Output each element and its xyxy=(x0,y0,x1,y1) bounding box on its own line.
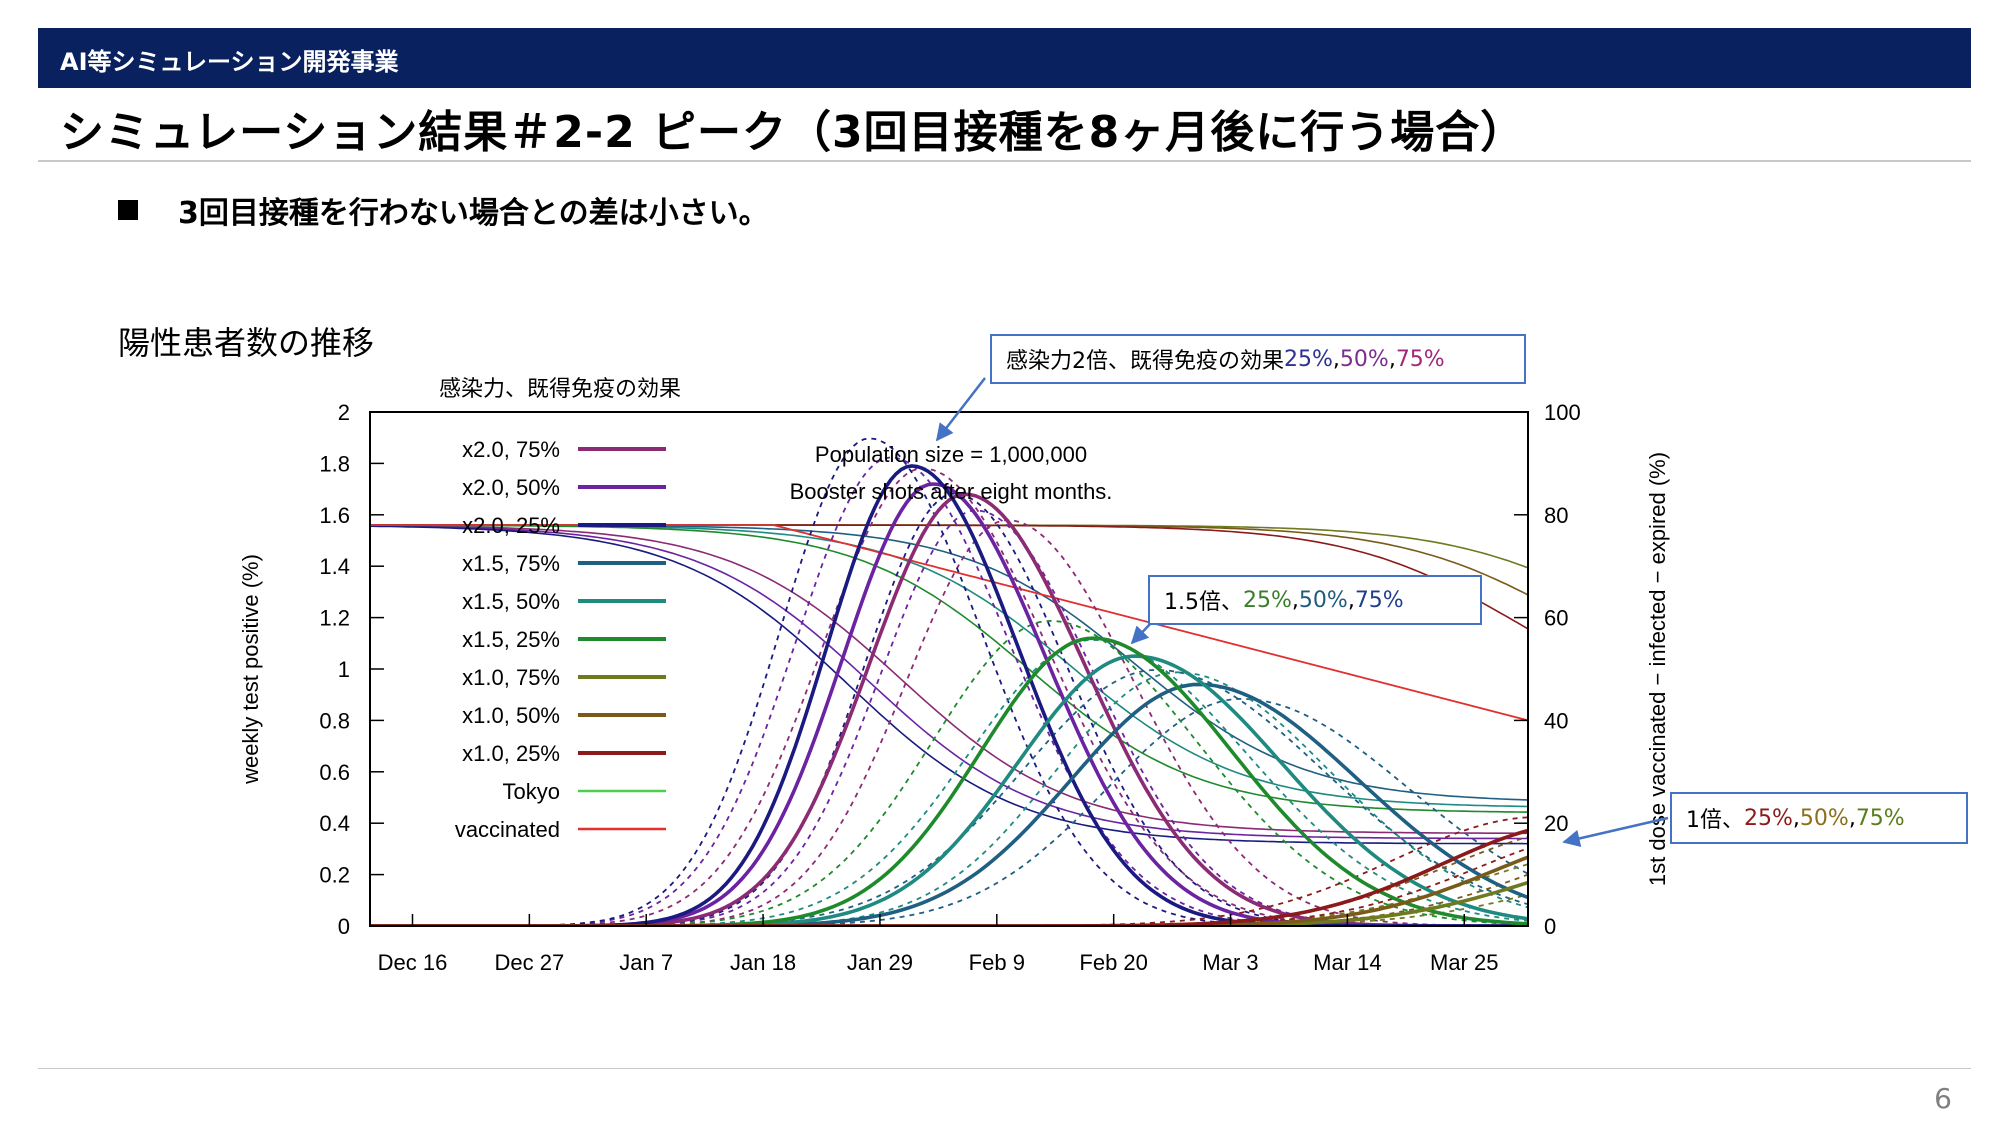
callout-x20: 感染力2倍、既得免疫の効果 25%, 50%, 75% xyxy=(990,334,1526,384)
range-curve xyxy=(370,519,1528,926)
y-tick-label: 0.6 xyxy=(319,760,350,785)
x-tick-label: Mar 25 xyxy=(1430,950,1498,975)
series-curve xyxy=(370,855,1528,926)
callout-x15-25: 25% xyxy=(1243,587,1292,613)
x-tick-label: Jan 7 xyxy=(619,950,673,975)
callout-x20-sep1: , xyxy=(1332,346,1340,372)
callout-x10-sep2: , xyxy=(1848,805,1856,831)
y-tick-label: 0.8 xyxy=(319,708,350,733)
legend-label: x1.5, 50% xyxy=(462,589,560,614)
series-curve xyxy=(370,654,1528,926)
remaining-curve xyxy=(370,525,1528,840)
callout-x15-sep1: , xyxy=(1291,587,1299,613)
callout-x20-75: 75% xyxy=(1395,346,1445,372)
legend-label: Tokyo xyxy=(503,779,560,804)
y-tick-label: 1.2 xyxy=(319,606,350,631)
header-label: AI等シミュレーション開発事業 xyxy=(60,48,399,76)
y-tick-label: 0 xyxy=(338,914,350,939)
page-number: 6 xyxy=(1934,1082,1952,1115)
legend-label: x2.0, 75% xyxy=(462,437,560,462)
x-tick-label: Jan 29 xyxy=(847,950,913,975)
callout-arrow-x10 xyxy=(1562,816,1669,847)
legend-label: x1.0, 75% xyxy=(462,665,560,690)
annotation-population: Population size = 1,000,000 xyxy=(815,442,1087,467)
callout-x10-50: 50% xyxy=(1799,805,1849,831)
remaining-curve xyxy=(370,524,1528,835)
callout-x15-prefix: 1.5倍、 xyxy=(1164,590,1243,615)
y2-tick-label: 100 xyxy=(1544,400,1581,425)
callout-x10-sep1: , xyxy=(1792,805,1800,831)
y-tick-label: 1 xyxy=(338,657,350,682)
y2-tick-label: 20 xyxy=(1544,811,1568,836)
legend: x2.0, 75% x2.0, 50% x2.0, 25% x1.5, 75% x1.5… xyxy=(455,437,666,842)
callout-x15-sep2: , xyxy=(1347,587,1355,613)
callout-x10: 1倍、 25%, 50%, 75% xyxy=(1670,792,1968,844)
vaccinated-curve xyxy=(370,524,1528,722)
bullet-text: 3回目接種を行わない場合との差は小さい。 xyxy=(178,196,769,231)
x-tick-label: Feb 20 xyxy=(1079,950,1148,975)
range-curve xyxy=(370,668,1528,926)
callout-x15-50: 50% xyxy=(1298,587,1348,613)
x-tick-label: Mar 14 xyxy=(1313,950,1381,975)
x-tick-label: Dec 16 xyxy=(378,950,448,975)
y-tick-label: 0.4 xyxy=(319,811,350,836)
y-tick-label: 0.2 xyxy=(319,863,350,888)
plot-curves xyxy=(370,437,1528,926)
legend-label: x2.0, 50% xyxy=(462,475,560,500)
callout-x10-25: 25% xyxy=(1744,805,1793,831)
square-bullet-icon xyxy=(118,200,138,220)
y2-tick-label: 80 xyxy=(1544,503,1568,528)
legend-label: x2.0, 25% xyxy=(462,513,560,538)
legend-label: x1.0, 25% xyxy=(462,741,560,766)
y-tick-label: 1.8 xyxy=(319,451,350,476)
header-bar: AI等シミュレーション開発事業 xyxy=(38,28,1971,88)
chart-title: 感染力、既得免疫の効果 xyxy=(439,376,681,401)
y-tick-label: 2 xyxy=(338,400,350,425)
x-tick-label: Dec 27 xyxy=(494,950,564,975)
callout-x20-25: 25% xyxy=(1284,346,1333,372)
remaining-curve xyxy=(370,524,1528,813)
title-divider xyxy=(38,160,1971,162)
x-tick-label: Mar 3 xyxy=(1202,950,1258,975)
y2-axis-label: 1st dose vaccinated − infected − expired… xyxy=(1645,452,1670,886)
annotation-booster: Booster shots after eight months. xyxy=(790,479,1113,504)
remaining-curve xyxy=(370,525,1528,845)
y-axis-label: weekly test positive (%) xyxy=(238,554,263,785)
y2-tick-label: 40 xyxy=(1544,708,1568,733)
y2-tick-label: 60 xyxy=(1544,606,1568,631)
callout-arrow-x15 xyxy=(1130,621,1153,645)
callout-x20-50: 50% xyxy=(1339,346,1389,372)
y-tick-label: 1.6 xyxy=(319,503,350,528)
y2-tick-label: 0 xyxy=(1544,914,1556,939)
series-curve xyxy=(370,682,1528,926)
range-curve xyxy=(370,697,1528,926)
callout-x15-75: 75% xyxy=(1354,587,1404,613)
series-curve xyxy=(370,828,1528,926)
x-tick-label: Jan 18 xyxy=(730,950,796,975)
legend-label: x1.5, 25% xyxy=(462,627,560,652)
callout-x20-sep2: , xyxy=(1388,346,1396,372)
series-curve xyxy=(370,880,1528,926)
callout-x10-prefix: 1倍、 xyxy=(1686,808,1744,833)
legend-label: x1.5, 75% xyxy=(462,551,560,576)
series-curve xyxy=(370,636,1528,926)
slide-title: シミュレーション結果＃2-2 ピーク（3回目接種を8ヶ月後に行う場合） xyxy=(60,107,1526,158)
legend-label: x1.0, 50% xyxy=(462,703,560,728)
legend-label: vaccinated xyxy=(455,817,560,842)
axes: 00.20.40.60.811.21.41.61.82020406080100D… xyxy=(319,400,1580,975)
callout-x20-prefix: 感染力2倍、既得免疫の効果 xyxy=(1006,349,1284,374)
section-title: 陽性患者数の推移 xyxy=(118,324,375,362)
range-curve xyxy=(370,639,1528,926)
x-tick-label: Feb 9 xyxy=(969,950,1025,975)
callout-x10-75: 75% xyxy=(1855,805,1905,831)
callout-arrow-x20 xyxy=(935,377,986,442)
bullet-point: 3回目接種を行わない場合との差は小さい。 xyxy=(118,188,769,232)
y-tick-label: 1.4 xyxy=(319,554,350,579)
footer-divider xyxy=(38,1068,1971,1069)
callout-x15: 1.5倍、 25%, 50%, 75% xyxy=(1148,575,1482,625)
